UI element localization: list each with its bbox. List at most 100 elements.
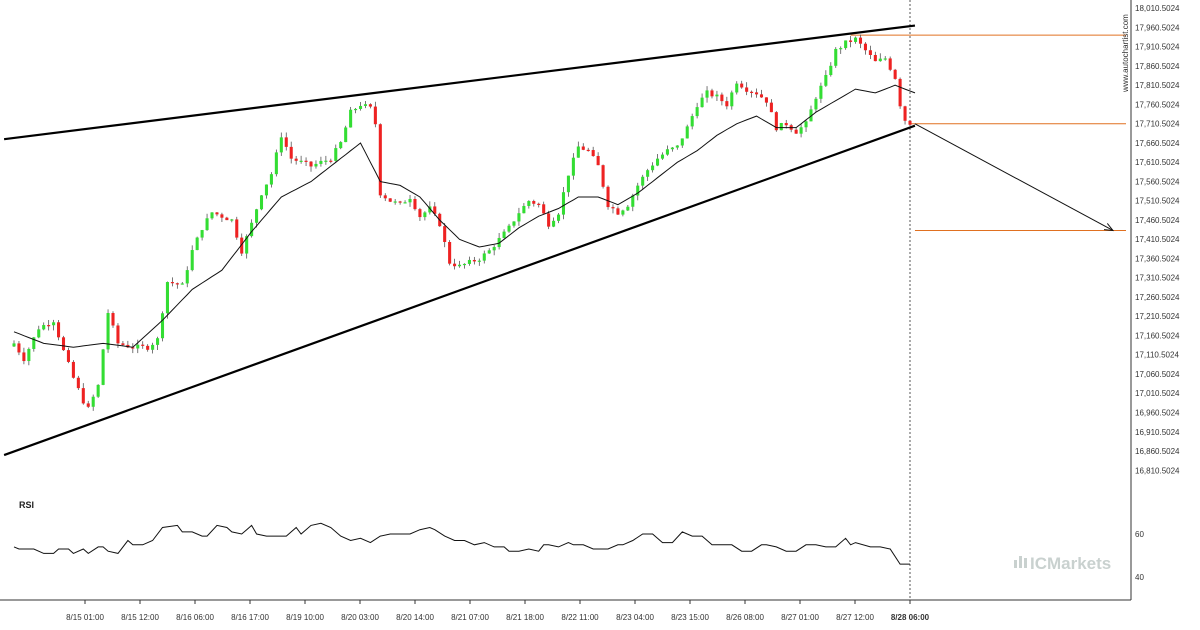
price-tick: 17,510.5024 xyxy=(1135,197,1180,206)
candle-body xyxy=(156,338,160,345)
candle-body xyxy=(621,210,625,215)
candle-body xyxy=(497,237,501,248)
rsi-tick: 40 xyxy=(1135,573,1144,582)
time-tick: 8/21 07:00 xyxy=(451,613,489,622)
candle-body xyxy=(814,98,818,110)
candle-body xyxy=(631,195,635,207)
candle-body xyxy=(448,241,452,264)
time-tick: 8/22 11:00 xyxy=(561,613,599,622)
candle-body xyxy=(363,104,368,106)
price-tick: 17,410.5024 xyxy=(1135,235,1180,244)
candle-body xyxy=(165,282,169,314)
candle-body xyxy=(799,127,803,134)
candle-body xyxy=(57,322,61,338)
candle-body xyxy=(547,213,551,227)
candle-body xyxy=(250,222,254,237)
candle-body xyxy=(309,161,313,167)
candle-body xyxy=(358,105,363,109)
price-tick: 17,960.5024 xyxy=(1135,23,1180,32)
candle-body xyxy=(111,313,115,326)
icmarkets-logo: ICMarkets xyxy=(1014,554,1111,573)
candle-body xyxy=(839,48,843,50)
price-tick: 18,010.5024 xyxy=(1135,4,1180,13)
candle-body xyxy=(462,263,467,266)
time-tick: 8/15 01:00 xyxy=(66,613,104,622)
time-tick: 8/20 03:00 xyxy=(341,613,379,622)
candle-body xyxy=(651,165,655,171)
candle-body xyxy=(764,97,768,103)
candle-body xyxy=(710,90,714,97)
candle-body xyxy=(690,116,694,127)
candle-body xyxy=(477,260,481,262)
candle-body xyxy=(873,54,877,62)
candle-body xyxy=(705,90,709,98)
candle-body xyxy=(824,75,828,86)
price-tick: 17,810.5024 xyxy=(1135,81,1180,90)
svg-text:ICMarkets: ICMarkets xyxy=(1030,554,1111,573)
candle-body xyxy=(492,247,496,251)
time-tick: 8/28 06:00 xyxy=(891,613,930,622)
candle-body xyxy=(299,160,303,162)
candle-body xyxy=(819,85,823,99)
candle-body xyxy=(482,253,486,261)
time-tick: 8/23 04:00 xyxy=(616,613,654,622)
candle-body xyxy=(636,185,640,196)
candle-body xyxy=(294,158,298,161)
candle-body xyxy=(750,91,754,93)
candle-body xyxy=(656,158,660,166)
candle-body xyxy=(314,163,318,167)
candle-body xyxy=(898,78,902,107)
price-tick: 17,660.5024 xyxy=(1135,139,1180,148)
autochartist-watermark: www.autochartist.com xyxy=(1121,14,1130,93)
candle-body xyxy=(596,156,600,166)
candle-body xyxy=(715,94,719,97)
candle-body xyxy=(334,148,338,161)
candle-body xyxy=(32,337,36,349)
candle-body xyxy=(641,176,645,186)
candle-body xyxy=(373,106,377,125)
trendline-upper xyxy=(3,24,916,141)
candle-body xyxy=(700,97,704,108)
candle-body xyxy=(517,213,521,222)
candle-body xyxy=(170,282,174,284)
candle-body xyxy=(527,201,531,206)
candle-body xyxy=(556,214,561,221)
time-tick-labels: 8/15 01:00 8/15 12:00 8/16 06:00 8/16 17:00… xyxy=(66,600,930,622)
candle-body xyxy=(626,206,630,211)
candle-body xyxy=(339,142,343,149)
price-tick: 17,710.5024 xyxy=(1135,120,1180,129)
candle-body xyxy=(220,214,224,218)
candle-body xyxy=(809,109,813,122)
candle-body xyxy=(868,50,872,55)
candle-body xyxy=(606,186,610,208)
candle-body xyxy=(344,127,348,143)
candle-body xyxy=(581,146,585,150)
price-tick: 16,910.5024 xyxy=(1135,428,1180,437)
trendline-lower xyxy=(3,124,916,457)
candle-body xyxy=(428,206,432,213)
candle-body xyxy=(735,83,739,93)
brand-prefix: IC xyxy=(1030,554,1047,573)
candle-body xyxy=(383,195,387,199)
candle-body xyxy=(141,344,145,346)
candle-body xyxy=(52,322,56,326)
candle-body xyxy=(101,349,105,385)
candle-body xyxy=(230,219,234,221)
time-tick: 8/23 15:00 xyxy=(671,613,709,622)
candle-body xyxy=(12,343,16,347)
candle-body xyxy=(755,92,759,95)
candle-body xyxy=(71,361,75,378)
candle-body xyxy=(413,198,417,210)
candle-body xyxy=(507,225,511,232)
candle-body xyxy=(769,102,773,113)
candle-body xyxy=(883,58,887,60)
candle-body xyxy=(180,283,184,285)
candle-body xyxy=(893,69,897,79)
candle-body xyxy=(47,325,51,327)
candle-body xyxy=(453,263,457,267)
brand-name: Markets xyxy=(1047,554,1111,573)
candle-body xyxy=(834,48,838,66)
candle-body xyxy=(433,206,437,214)
candle-body xyxy=(829,65,833,76)
